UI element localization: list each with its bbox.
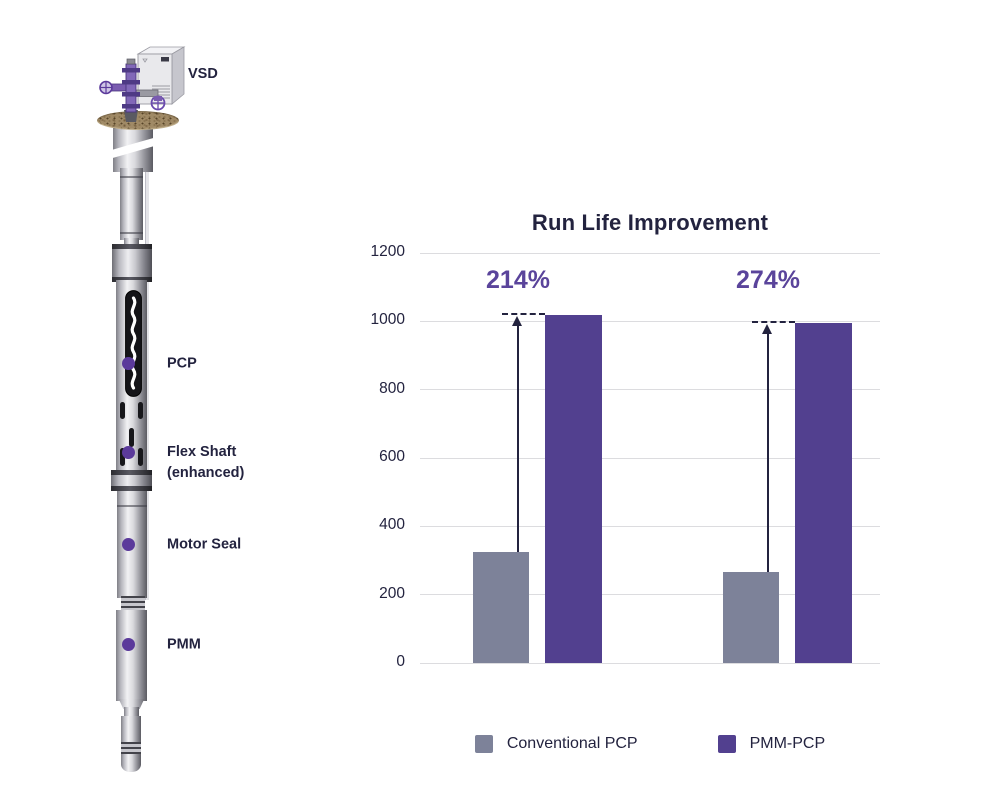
y-axis-tick: 400 [379, 516, 405, 534]
marker-dot-flex-shaft [122, 446, 135, 459]
tool-top-collar [112, 244, 152, 282]
gridline [420, 389, 880, 391]
legend-label: Conventional PCP [506, 735, 638, 752]
label-pmm: PMM [167, 636, 201, 653]
y-axis-tick: 1200 [370, 243, 405, 260]
y-axis-tick: 0 [396, 653, 405, 670]
valve-wheel-icon [150, 95, 166, 111]
marker-dot-pcp [122, 357, 135, 370]
y-axis-tick: 200 [379, 584, 405, 602]
bottom-neck [124, 707, 139, 717]
port-slot [120, 402, 125, 419]
label-pcp: PCP [167, 355, 197, 372]
gridline [420, 252, 880, 254]
bar-conventional-pcp-1 [473, 551, 529, 663]
tube-seam [120, 232, 143, 234]
coupling-waist [121, 596, 145, 611]
pmm-body [116, 610, 147, 701]
tube-seam [120, 176, 143, 178]
bar-conventional-pcp-2 [723, 572, 779, 663]
chart-legend: Conventional PCP PMM-PCP [420, 735, 880, 753]
seal-seam [117, 505, 147, 507]
legend-label: PMM-PCP [749, 735, 826, 752]
port-slot [138, 448, 143, 466]
chart-title: Run Life Improvement [531, 210, 769, 235]
pcp-rotor-slot [125, 290, 142, 397]
improvement-percentage: 214% [486, 266, 550, 294]
y-axis-tick: 800 [379, 379, 405, 397]
marker-dot-pmm [122, 638, 135, 651]
y-axis-tick: 600 [379, 448, 405, 465]
port-slot [129, 428, 134, 447]
stem-ribs [121, 742, 141, 754]
legend-swatch-icon [474, 735, 493, 753]
y-axis-tick: 1000 [370, 311, 405, 329]
bar-pmm-pcp-1 [545, 314, 602, 663]
tube-neck [124, 238, 139, 246]
tool-mid-collar [111, 470, 152, 491]
bottom-cap [121, 755, 141, 772]
target-dash-line [502, 312, 545, 315]
improvement-arrow-head-icon [762, 324, 772, 335]
bar-pmm-pcp-2 [795, 323, 852, 663]
label-flex-shaft: Flex Shaft (enhanced) [167, 444, 245, 481]
gridline [420, 457, 880, 459]
label-motor-seal: Motor Seal [167, 536, 242, 553]
legend-swatch-icon [717, 735, 736, 753]
gridline [420, 525, 880, 527]
improvement-arrow [767, 332, 769, 573]
gridline [420, 662, 880, 664]
improvement-arrow-head-icon [512, 315, 522, 326]
improvement-arrow [517, 323, 519, 552]
marker-dot-motor-seal [122, 538, 135, 551]
legend-item-pmm-pcp: PMM-PCP [717, 735, 826, 753]
pmm-taper [118, 699, 145, 709]
gridline [420, 320, 880, 322]
label-vsd: VSD [188, 66, 218, 82]
production-tube [120, 168, 143, 240]
port-slot [120, 448, 125, 466]
legend-item-conventional-pcp: Conventional PCP [474, 735, 638, 753]
ground-surface [97, 111, 179, 130]
improvement-percentage: 274% [736, 266, 800, 294]
port-slot [138, 402, 143, 419]
gridline [420, 594, 880, 596]
valve-wheel-icon [99, 80, 113, 95]
target-dash-line [752, 321, 795, 324]
wellhead [99, 58, 166, 122]
